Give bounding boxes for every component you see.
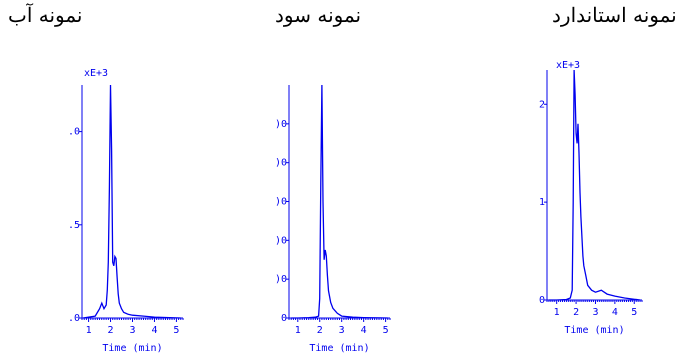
soil-x-tick-label: 2 <box>317 325 323 336</box>
soil-x-tick-label: 1 <box>295 325 301 336</box>
soil-y-tick-label: )0 <box>275 119 287 130</box>
water-y-tick-label: .0 <box>68 127 80 138</box>
water-chromatogram-trace <box>82 84 181 319</box>
water-multiplier-label: xE+3 <box>84 68 108 79</box>
water-x-axis-label: Time (min) <box>102 343 162 354</box>
soil-x-axis-label: Time (min) <box>309 343 369 354</box>
standard-x-tick-label: 3 <box>592 307 598 318</box>
standard-x-tick-label: 5 <box>631 307 637 318</box>
soil-y-tick-label: )0 <box>275 235 287 246</box>
soil-y-tick-label: 0 <box>281 313 287 324</box>
water-x-tick-label: 1 <box>86 325 92 336</box>
soil-y-tick-label: )0 <box>275 158 287 169</box>
soil-x-tick-label: 4 <box>361 325 367 336</box>
standard-x-tick-label: 1 <box>554 307 560 318</box>
standard-chromatogram-trace <box>548 69 641 301</box>
soil-y-tick-label: )0 <box>275 197 287 208</box>
heading-standard-sample: نمونه استاندارد <box>552 3 677 27</box>
standard-x-axis-label: Time (min) <box>564 325 624 336</box>
water-y-tick-label: .0 <box>68 313 80 324</box>
heading-water-sample: نمونه آب <box>8 3 83 27</box>
water-x-tick-label: 5 <box>173 325 179 336</box>
standard-y-tick-label: 2 <box>539 99 545 110</box>
soil-x-tick-label: 5 <box>383 325 389 336</box>
water-x-tick-label: 3 <box>129 325 135 336</box>
soil-x-tick-label: 3 <box>339 325 345 336</box>
soil-y-tick-label: )0 <box>275 274 287 285</box>
water-x-tick-label: 2 <box>108 325 114 336</box>
water-y-tick-label: .5 <box>68 220 80 231</box>
standard-x-tick-label: 2 <box>573 307 579 318</box>
soil-chromatogram-trace <box>291 84 388 319</box>
standard-multiplier-label: xE+3 <box>556 60 580 71</box>
standard-x-tick-label: 4 <box>612 307 618 318</box>
heading-soil-sample: نمونه سود <box>275 3 362 27</box>
standard-y-tick-label: 1 <box>539 197 545 208</box>
standard-y-tick-label: 0 <box>539 295 545 306</box>
water-x-tick-label: 4 <box>151 325 157 336</box>
